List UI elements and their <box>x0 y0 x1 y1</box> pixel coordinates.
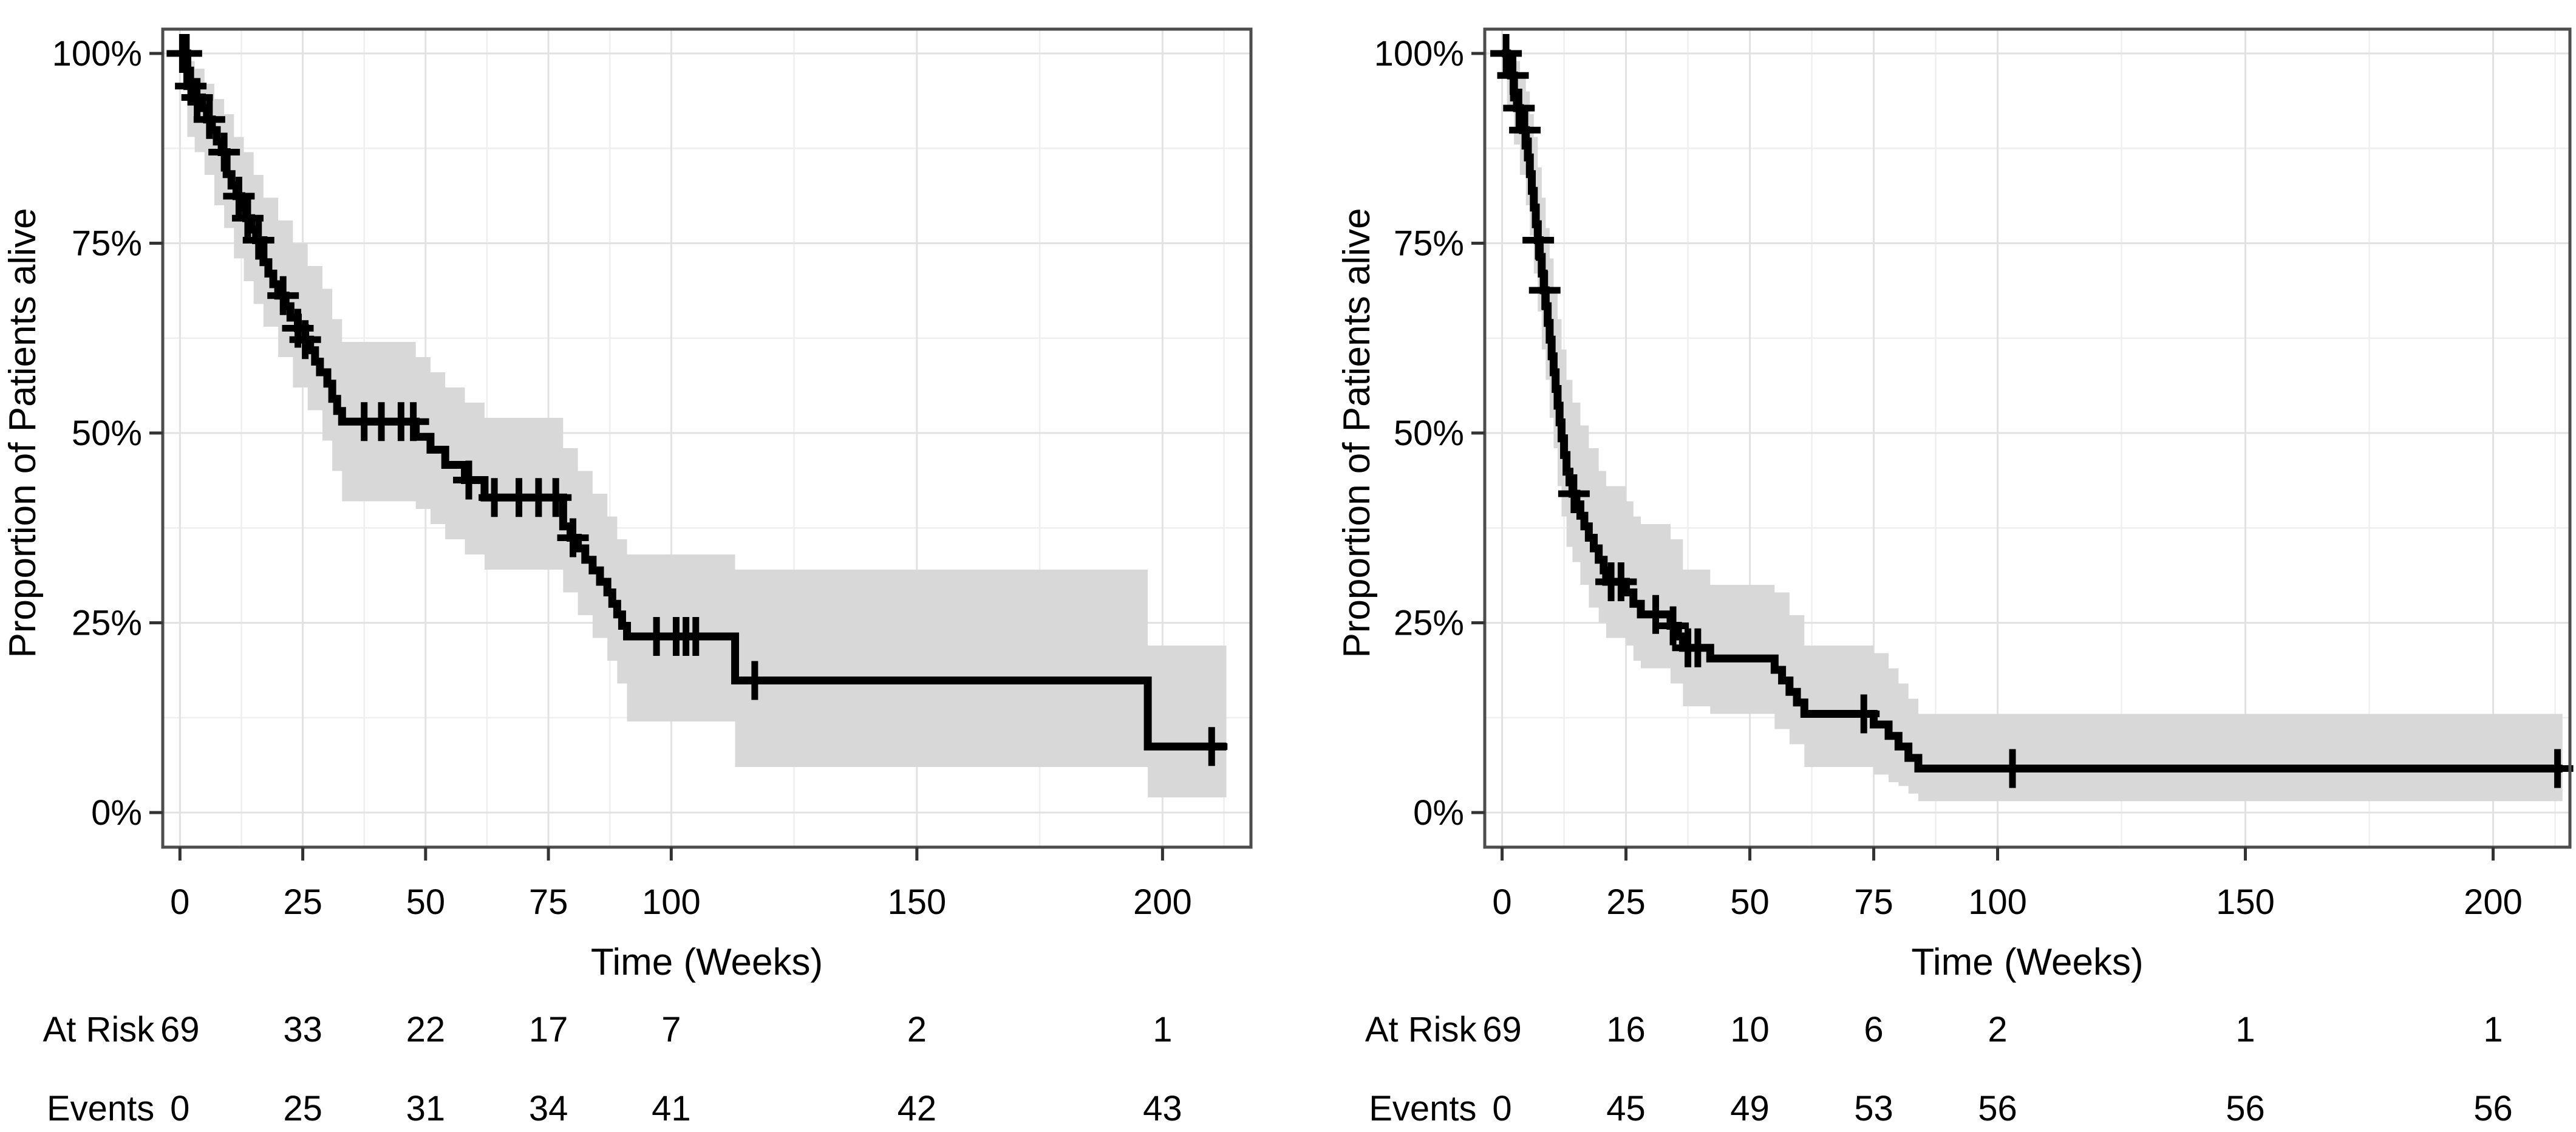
censor-marks <box>1490 34 2574 788</box>
risk-value: 34 <box>529 1089 568 1128</box>
risk-value: 56 <box>1978 1089 2017 1128</box>
panel-border <box>161 27 1253 849</box>
censor-marks <box>166 34 1228 766</box>
y-tick-label: 75% <box>72 224 142 264</box>
y-tick-label: 100% <box>52 34 142 73</box>
risk-row-label: Events <box>47 1089 154 1128</box>
panel-border <box>1483 27 2572 849</box>
y-tick-label: 0% <box>91 793 142 833</box>
y-tick-label: 100% <box>1374 34 1464 73</box>
confidence-band <box>180 53 1227 797</box>
risk-value: 1 <box>2483 1010 2503 1049</box>
risk-value: 2 <box>907 1010 927 1049</box>
y-tick-label: 50% <box>72 414 142 453</box>
risk-value: 2 <box>1988 1010 2007 1049</box>
x-tick-label: 75 <box>529 882 568 922</box>
y-tick-label: 50% <box>1394 414 1464 453</box>
risk-value: 0 <box>1492 1089 1511 1128</box>
confidence-band <box>1502 53 2563 802</box>
risk-value: 16 <box>1606 1010 1646 1049</box>
y-tick-label: 25% <box>72 604 142 643</box>
risk-value: 45 <box>1606 1089 1646 1128</box>
x-tick-label: 200 <box>1133 882 1192 922</box>
x-tick-label: 75 <box>1854 882 1893 922</box>
x-tick-label: 0 <box>170 882 189 922</box>
risk-row-label: Events <box>1369 1089 1476 1128</box>
x-tick-label: 100 <box>1968 882 2027 922</box>
x-axis: 0 25 50 75 100 150 200 <box>170 847 1192 922</box>
y-axis: 0% 25% 50% 75% 100% <box>52 34 163 833</box>
risk-value: 22 <box>406 1010 446 1049</box>
risk-value: 56 <box>2226 1089 2265 1128</box>
x-axis-title: Time (Weeks) <box>591 941 823 983</box>
risk-value: 69 <box>1482 1010 1522 1049</box>
x-tick-label: 50 <box>406 882 446 922</box>
risk-row-label: At Risk <box>43 1010 155 1049</box>
risk-value: 6 <box>1864 1010 1883 1049</box>
grid <box>1485 29 2570 847</box>
risk-value: 1 <box>1153 1010 1172 1049</box>
risk-value: 69 <box>160 1010 200 1049</box>
y-tick-label: 25% <box>1394 604 1464 643</box>
risk-table: At Risk 69 33 22 17 7 2 1 Events 0 25 31 34 41 42 43 <box>43 1010 1182 1128</box>
y-tick-label: 0% <box>1413 793 1464 833</box>
risk-value: 0 <box>170 1089 189 1128</box>
x-tick-label: 25 <box>1606 882 1646 922</box>
risk-value: 42 <box>898 1089 937 1128</box>
x-tick-label: 100 <box>642 882 701 922</box>
risk-value: 56 <box>2473 1089 2513 1128</box>
risk-value: 49 <box>1730 1089 1770 1128</box>
y-axis: 0% 25% 50% 75% 100% <box>1374 34 1485 833</box>
risk-value: 17 <box>529 1010 568 1049</box>
risk-value: 43 <box>1143 1089 1182 1128</box>
x-axis: 0 25 50 75 100 150 200 <box>1492 847 2523 922</box>
x-tick-label: 50 <box>1730 882 1770 922</box>
risk-value: 7 <box>661 1010 681 1049</box>
x-tick-label: 150 <box>887 882 946 922</box>
y-axis-title: Proportion of Patients alive <box>1336 208 1378 658</box>
risk-value: 53 <box>1854 1089 1893 1128</box>
risk-value: 41 <box>652 1089 691 1128</box>
survival-curve <box>1502 49 2563 772</box>
x-tick-label: 0 <box>1492 882 1511 922</box>
x-tick-label: 25 <box>283 882 322 922</box>
y-tick-label: 75% <box>1394 224 1464 264</box>
x-axis-title: Time (Weeks) <box>1911 941 2143 983</box>
y-axis-title: Proportion of Patients alive <box>2 208 44 658</box>
risk-row-label: At Risk <box>1365 1010 1477 1049</box>
risk-value: 1 <box>2235 1010 2255 1049</box>
km-panel-left: 0 25 50 75 100 150 200 0% 25% 50% 75% 100% Time (Wee… <box>2 27 1253 1128</box>
risk-table: At Risk 69 16 10 6 2 1 1 Events 0 45 49 53 56 56 56 <box>1365 1010 2513 1128</box>
risk-value: 10 <box>1730 1010 1770 1049</box>
x-tick-label: 200 <box>2464 882 2523 922</box>
risk-value: 33 <box>283 1010 322 1049</box>
risk-value: 25 <box>283 1089 322 1128</box>
x-tick-label: 150 <box>2216 882 2275 922</box>
risk-value: 31 <box>406 1089 446 1128</box>
